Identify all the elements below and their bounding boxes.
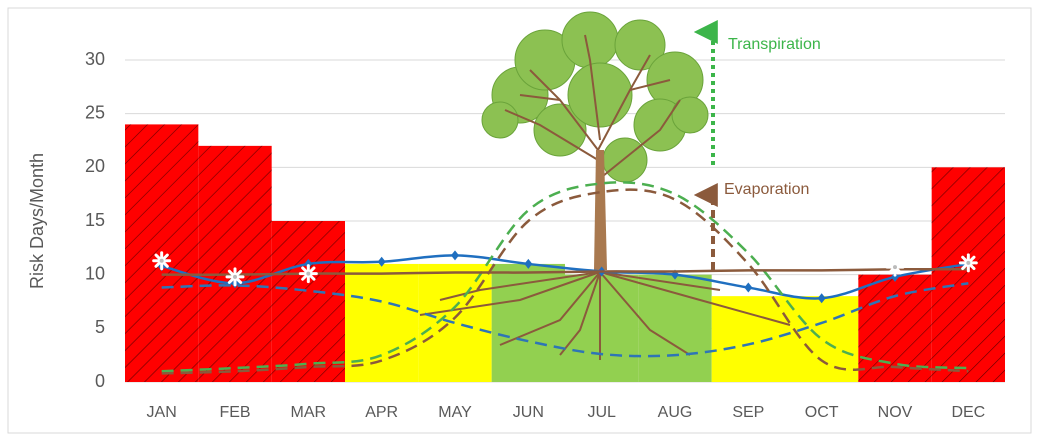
bar <box>785 296 858 382</box>
x-tick-label: JUN <box>513 404 544 421</box>
x-tick-label: JUL <box>587 404 616 421</box>
x-tick-label: NOV <box>878 404 913 421</box>
x-tick-label: DEC <box>951 404 985 421</box>
bar-hatch <box>932 167 1005 382</box>
x-tick-label: OCT <box>805 404 839 421</box>
bar-hatch <box>272 221 345 382</box>
x-tick-label: MAR <box>291 404 327 421</box>
star-marker <box>227 269 243 285</box>
y-tick-label: 0 <box>95 371 105 391</box>
star-marker <box>300 266 316 282</box>
annotation: Evaporation <box>724 181 809 198</box>
x-tick-label: APR <box>365 404 398 421</box>
bar <box>345 264 418 382</box>
annotation: Transpiration <box>728 36 821 53</box>
x-tick-label: AUG <box>658 404 693 421</box>
star-marker <box>887 259 903 275</box>
chart: Transpiration Evaporation Risk Days/Mont… <box>0 0 1039 442</box>
star-center <box>306 272 310 276</box>
star-center <box>160 259 164 263</box>
x-tick-label: FEB <box>219 404 250 421</box>
bar <box>418 264 491 382</box>
star-marker <box>154 253 170 269</box>
star-center <box>966 261 970 265</box>
bar <box>712 296 785 382</box>
y-tick-label: 30 <box>85 49 105 69</box>
y-tick-label: 15 <box>85 210 105 230</box>
star-marker <box>960 255 976 271</box>
x-tick-label: SEP <box>732 404 764 421</box>
x-tick-label: JAN <box>147 404 177 421</box>
x-tick-label: MAY <box>438 404 472 421</box>
star-center <box>893 265 897 269</box>
y-tick-label: 5 <box>95 317 105 337</box>
y-tick-label: 25 <box>85 102 105 122</box>
y-tick-label: 10 <box>85 263 105 283</box>
star-center <box>233 275 237 279</box>
bar <box>565 275 638 382</box>
bar-hatch <box>198 146 271 382</box>
y-tick-label: 20 <box>85 156 105 176</box>
y-axis-title: Risk Days/Month <box>27 153 47 289</box>
